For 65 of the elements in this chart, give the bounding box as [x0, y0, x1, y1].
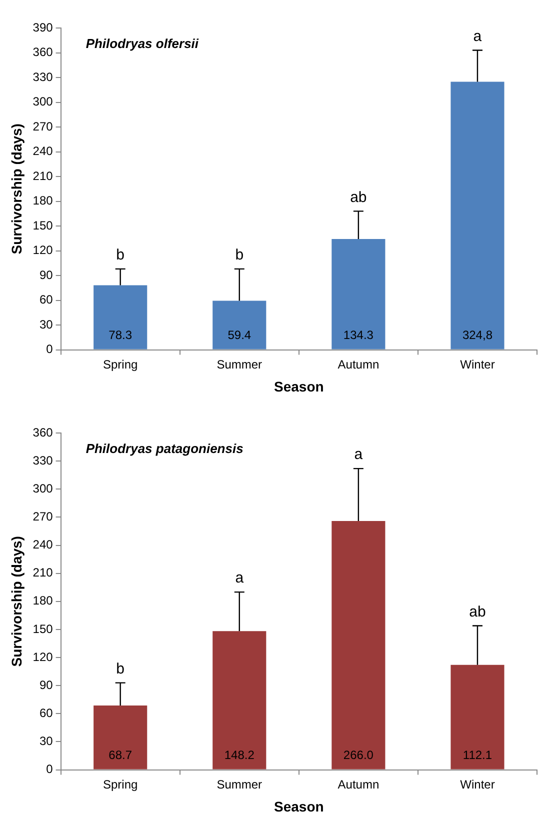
annotation: a [473, 28, 482, 45]
data-label: 112.1 [462, 748, 492, 762]
y-tick-label: 150 [32, 218, 54, 232]
y-tick-label: 0 [46, 342, 54, 356]
data-label: 68.7 [108, 748, 132, 762]
x-tick-label: Summer [216, 777, 262, 792]
y-tick-label: 0 [46, 762, 54, 776]
y-tick-label: 300 [32, 94, 54, 109]
y-tick-label: 360 [32, 425, 54, 440]
annotation: a [235, 570, 244, 587]
y-tick-label: 390 [32, 20, 54, 34]
bar [450, 664, 504, 770]
annotation: a [354, 446, 364, 464]
x-tick-label: Winter [460, 777, 495, 792]
bar [94, 285, 148, 350]
y-tick-label: 30 [39, 734, 54, 748]
y-tick-label: 180 [32, 594, 54, 608]
data-label: 324,8 [462, 328, 493, 342]
y-tick-label: 180 [32, 194, 54, 208]
bar [332, 520, 386, 770]
annotation: b [235, 246, 244, 264]
y-tick-label: 120 [32, 243, 54, 258]
y-tick-label: 210 [32, 168, 54, 183]
y-tick-label: 270 [32, 119, 54, 134]
bar [94, 706, 148, 770]
y-tick-label: 300 [32, 481, 54, 496]
y-axis-title: Survivorship (days) [8, 536, 24, 667]
x-tick-label: Summer [216, 357, 262, 372]
bar [332, 238, 386, 350]
y-tick-label: 120 [32, 650, 54, 664]
y-tick-label: 330 [32, 70, 54, 84]
annotation: ab [350, 188, 367, 206]
y-axis-title: Survivorship (days) [8, 124, 24, 254]
bar [212, 300, 266, 350]
x-tick-label: Autumn [338, 777, 380, 792]
y-tick-label: 30 [39, 317, 54, 332]
data-label: 148.2 [224, 748, 255, 762]
data-label: 59.4 [228, 328, 252, 342]
y-tick-label: 90 [39, 678, 54, 692]
y-tick-label: 90 [39, 268, 54, 282]
y-tick-label: 360 [32, 45, 54, 60]
x-tick-label: Winter [460, 357, 495, 372]
annotation: b [116, 660, 125, 678]
data-label: 134.3 [343, 328, 374, 342]
annotation: ab [469, 603, 486, 620]
y-tick-label: 270 [32, 510, 54, 524]
y-tick-label: 330 [32, 453, 54, 468]
text: Philodryas olfersii [86, 36, 199, 52]
data-label: 78.3 [108, 328, 132, 342]
x-tick-label: Spring [103, 777, 138, 792]
x-tick-label: Autumn [338, 357, 380, 372]
x-axis-title: Season [274, 378, 324, 394]
y-tick-label: 210 [32, 566, 54, 580]
y-tick-label: 240 [32, 144, 54, 158]
bar [212, 631, 266, 770]
bar [450, 82, 504, 350]
y-tick-label: 60 [39, 292, 54, 307]
y-tick-label: 150 [32, 622, 54, 636]
y-tick-label: 240 [32, 538, 54, 552]
x-axis-title: Season [274, 798, 324, 814]
x-tick-label: Spring [103, 357, 138, 372]
data-label: 266.0 [343, 748, 374, 762]
y-tick-label: 60 [39, 706, 54, 720]
text: Philodryas patagoniensis [86, 441, 244, 456]
annotation: b [116, 246, 125, 264]
